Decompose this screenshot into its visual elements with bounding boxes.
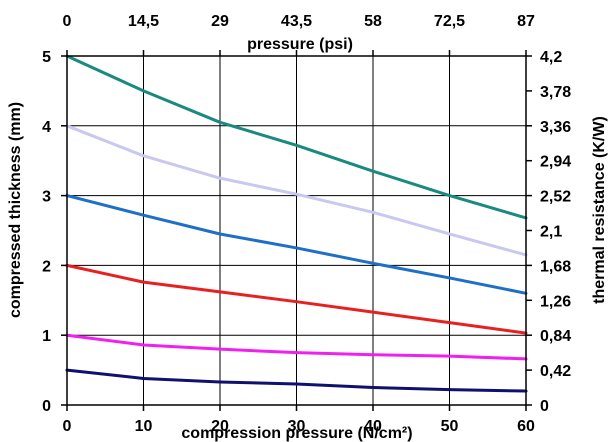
y2-tick-label: 1,68 (540, 258, 571, 275)
x2-tick-label: 72,5 (434, 13, 465, 30)
x2-tick-label: 0 (63, 13, 72, 30)
x-tick-label: 60 (517, 418, 535, 435)
x-tick-label: 10 (135, 418, 153, 435)
series-line-1 (65, 54, 528, 220)
y2-tick-label: 4,2 (540, 49, 562, 66)
series-line-2 (65, 124, 528, 257)
y-axis-title: compressed thickness (mm) (7, 102, 24, 318)
tick-labels: 0 10 20 30 40 50 600 14,5 29 43,5 58 72,5 8701234500… (42, 13, 571, 435)
plot-frame (61, 50, 532, 411)
y2-tick-label: 0 (540, 398, 549, 415)
x-tick-label: 30 (288, 418, 306, 435)
series-line-6 (65, 368, 528, 393)
x2-tick-label: 14,5 (128, 13, 159, 30)
y2-tick-label: 1,26 (540, 293, 571, 310)
x-tick-label: 20 (211, 418, 229, 435)
y-tick-label: 5 (42, 49, 51, 66)
y-tick-label: 0 (42, 398, 51, 415)
series-line-3 (65, 194, 528, 295)
x2-tick-label: 58 (364, 13, 382, 30)
y-tick-label: 1 (42, 328, 51, 345)
y2-axis-title: thermal resistance (K/W) (591, 116, 608, 304)
y2-tick-label: 2,94 (540, 154, 571, 171)
series-lines (65, 54, 528, 393)
x-axis-title: compression pressure (N/cm²) (181, 425, 412, 442)
y2-tick-label: 2,52 (540, 189, 571, 206)
y2-tick-label: 2,1 (540, 224, 562, 241)
series-line-5 (65, 333, 528, 361)
y-tick-label: 2 (42, 258, 51, 275)
x2-tick-label: 43,5 (281, 13, 312, 30)
x2-axis-title: pressure (psi) (247, 36, 353, 53)
series-line-4 (65, 263, 528, 335)
x2-tick-label: 87 (517, 13, 535, 30)
y-tick-label: 3 (42, 189, 51, 206)
x-tick-label: 0 (63, 418, 72, 435)
y2-tick-label: 0,42 (540, 363, 571, 380)
y-tick-label: 4 (42, 119, 51, 136)
x2-tick-label: 29 (211, 13, 229, 30)
y2-tick-label: 3,36 (540, 119, 571, 136)
y2-tick-label: 0,84 (540, 328, 571, 345)
x-tick-label: 40 (364, 418, 382, 435)
x-tick-label: 50 (441, 418, 459, 435)
y2-tick-label: 3,78 (540, 84, 571, 101)
